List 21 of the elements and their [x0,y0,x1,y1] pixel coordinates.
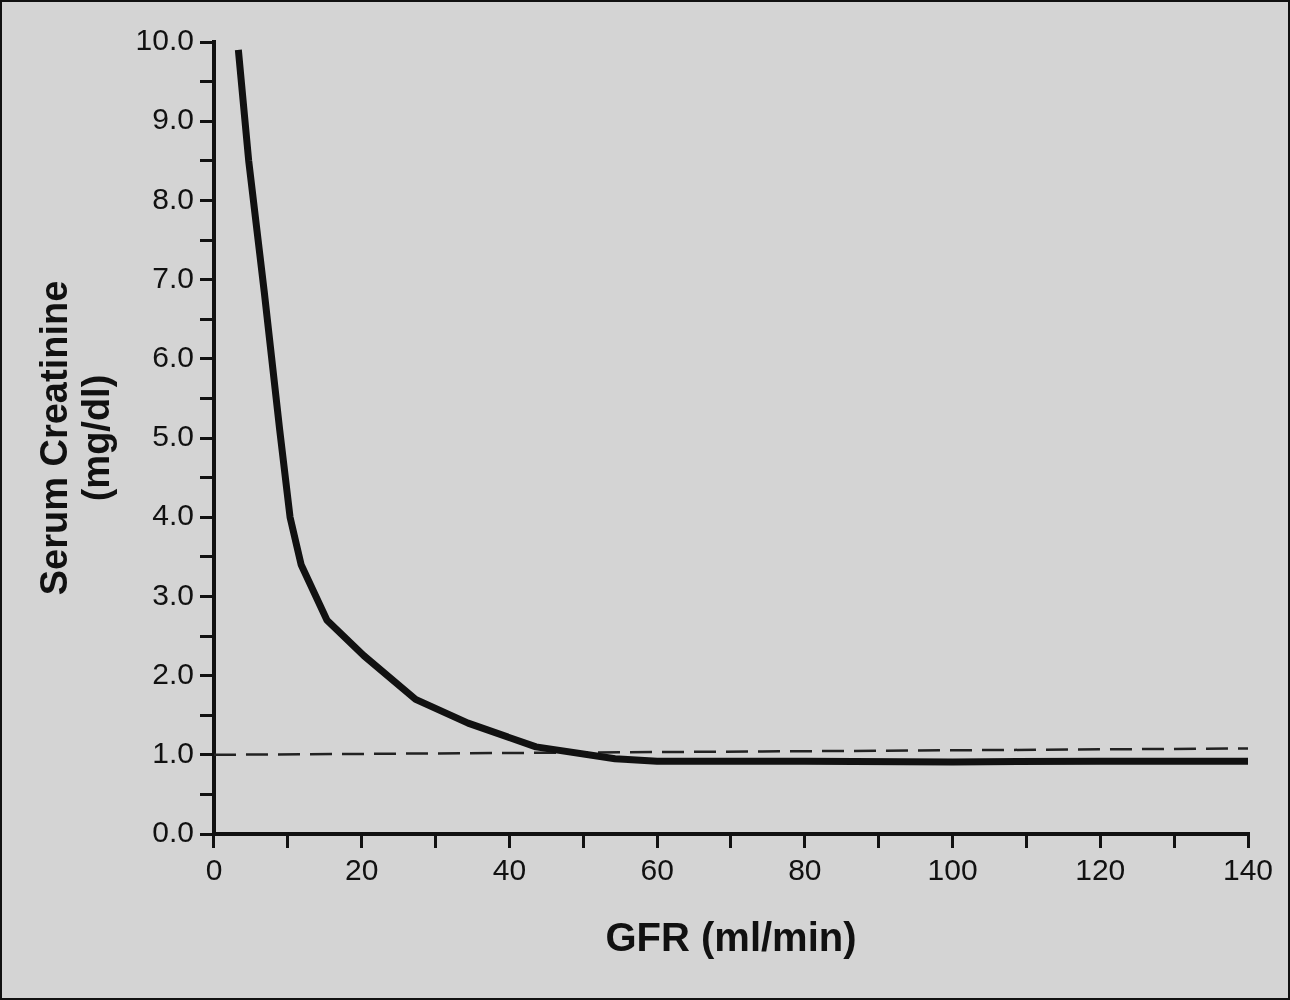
x-tick-label: 80 [788,853,822,887]
x-tick-label: 100 [927,853,978,887]
y-tick-label: 8.0 [152,181,194,215]
y-axis-title: Serum Creatinine (mg/dl) [33,280,118,596]
x-axis-title: GFR (ml/min) [605,915,857,960]
y-tick-label: 9.0 [152,102,194,136]
x-tick-label: 40 [492,853,527,887]
y-tick-label: 1.0 [152,736,194,770]
y-tick-label: 6.0 [152,340,194,374]
y-tick-label: 2.0 [152,656,194,690]
x-tick-label: 0 [205,853,223,887]
y-tick-label: 0.0 [152,815,194,849]
x-tick-label: 60 [640,853,674,887]
y-tick-label: 3.0 [152,577,194,611]
y-tick-label: 5.0 [152,419,194,453]
y-tick-label: 7.0 [152,260,194,294]
y-tick-label: 4.0 [152,498,194,532]
x-tick-label: 20 [345,853,379,887]
x-tick-label: 140 [1222,853,1274,887]
x-tick-label: 120 [1075,853,1126,887]
y-tick-label: 10.0 [135,23,194,57]
